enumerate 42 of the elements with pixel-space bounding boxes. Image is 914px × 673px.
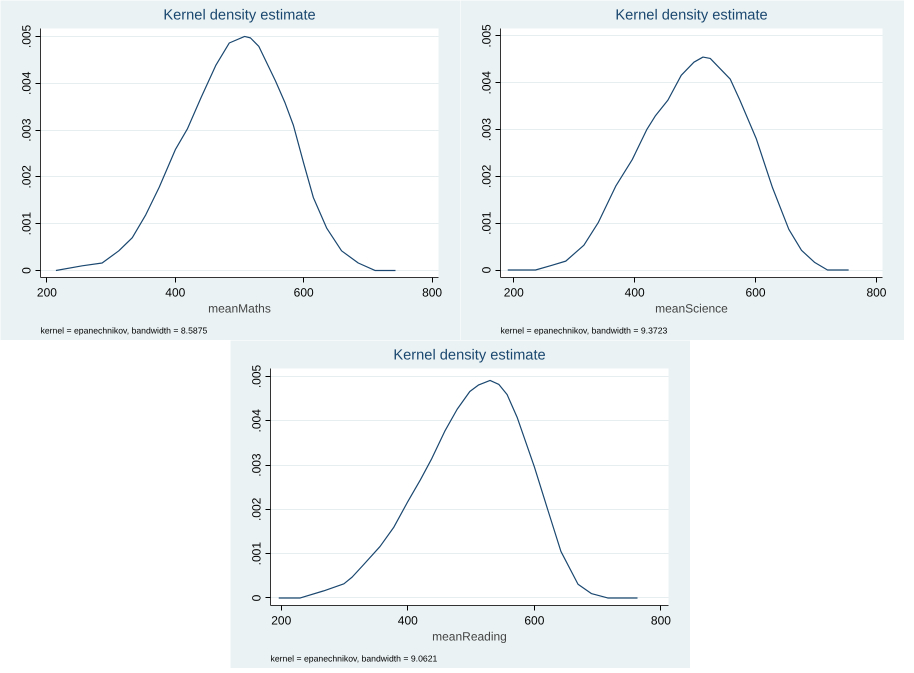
x-axis-title: meanScience <box>655 302 728 316</box>
y-tick-label: .005 <box>480 24 494 48</box>
x-axis-title: meanReading <box>432 630 507 644</box>
x-tick-label: 200 <box>504 286 524 300</box>
x-tick-label: 400 <box>624 286 646 300</box>
x-tick-label: 800 <box>650 614 672 628</box>
chart-title: Kernel density estimate <box>393 348 546 364</box>
line-series <box>278 380 638 599</box>
line-series <box>55 36 396 272</box>
line-series <box>507 56 850 271</box>
y-tick-label: .001 <box>20 212 34 236</box>
y-tick-label: .003 <box>20 118 34 142</box>
y-tick-label: .001 <box>480 211 494 235</box>
chart-title: Kernel density estimate <box>163 8 316 24</box>
x-tick-label: 200 <box>271 614 292 628</box>
y-tick-label: .003 <box>480 118 494 142</box>
x-axis-title: meanMaths <box>208 302 271 316</box>
y-tick-label: 0 <box>20 266 34 274</box>
y-tick-label: .002 <box>250 497 264 522</box>
chart-title: Kernel density estimate <box>615 8 768 24</box>
y-tick-label: 0 <box>250 594 264 602</box>
x-tick-label: 600 <box>746 286 766 300</box>
y-tick-label: .005 <box>20 24 34 48</box>
x-tick-label: 800 <box>422 286 442 300</box>
text: kernel = epanechnikov, bandwidth = 8.5875 <box>40 326 208 336</box>
x-tick-label: 600 <box>524 614 545 628</box>
x-tick-label: 800 <box>866 286 887 300</box>
x-tick-label: 400 <box>165 286 186 300</box>
y-tick-label: .002 <box>480 164 494 188</box>
y-tick-label: 0 <box>480 266 494 274</box>
y-tick-label: .004 <box>250 408 264 432</box>
x-tick-label: 600 <box>294 286 314 300</box>
text: kernel = epanechnikov, bandwidth = 9.3723 <box>500 326 668 336</box>
y-tick-label: .004 <box>20 71 34 95</box>
y-tick-label: .004 <box>480 70 494 94</box>
x-tick-label: 400 <box>398 614 418 628</box>
x-tick-label: 200 <box>36 286 58 300</box>
text: kernel = epanechnikov, bandwidth = 9.0621 <box>270 654 438 664</box>
y-tick-label: .003 <box>250 453 264 477</box>
y-tick-label: .002 <box>20 164 34 189</box>
y-tick-label: .005 <box>250 364 264 388</box>
y-tick-label: .001 <box>250 542 264 566</box>
